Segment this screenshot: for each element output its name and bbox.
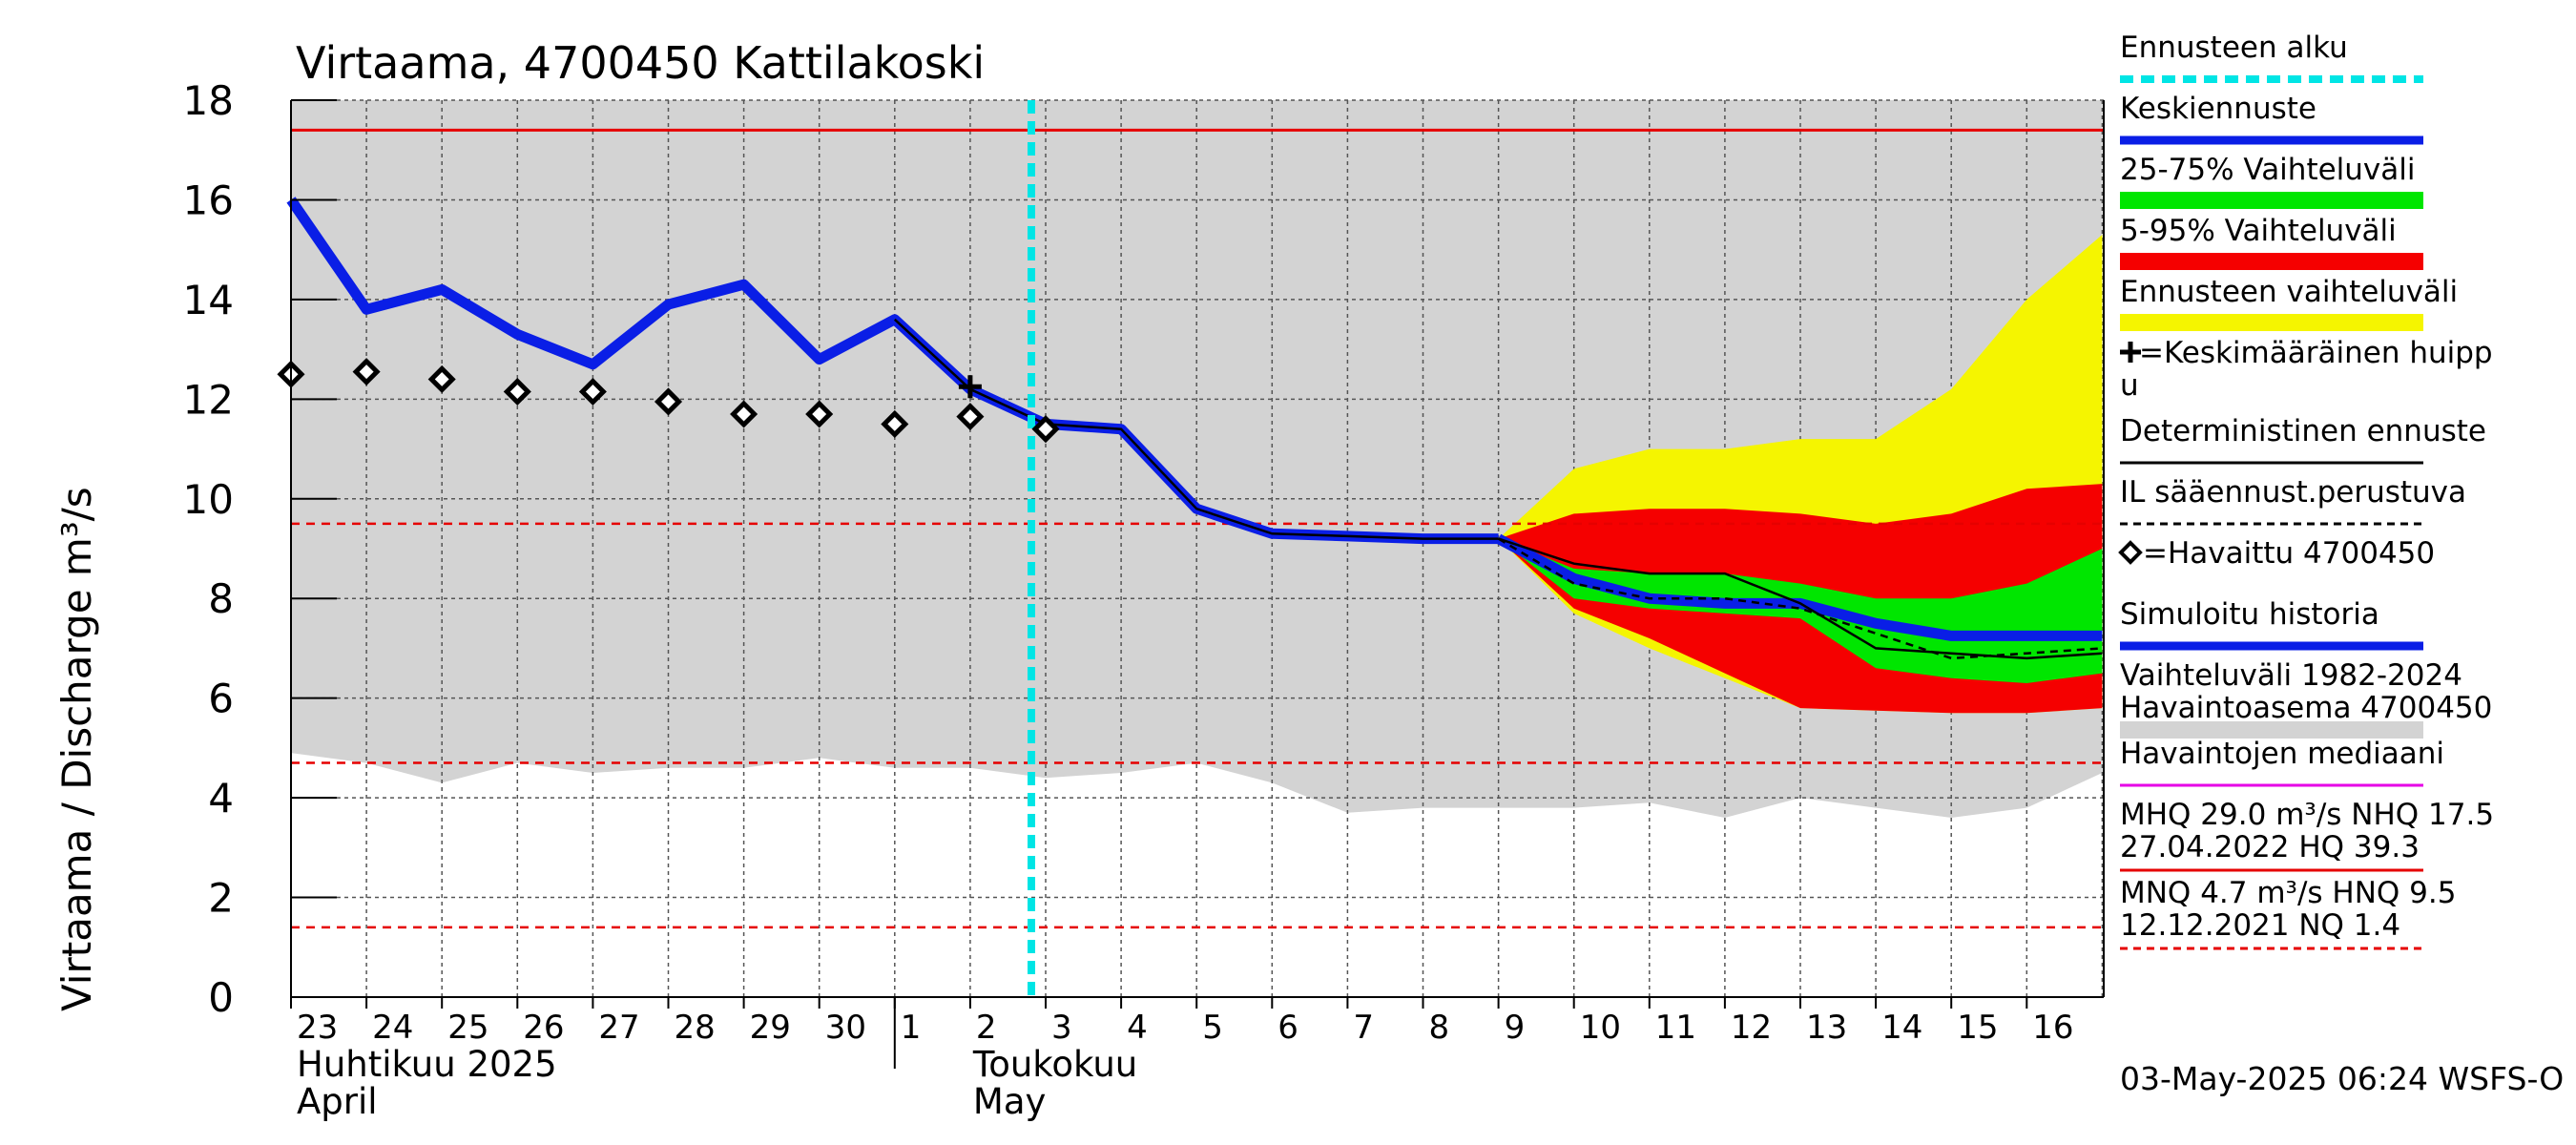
plot-area: [277, 99, 2104, 997]
x-tick-label: 14: [1881, 1009, 1922, 1047]
legend-label: Ennusteen alku: [2120, 31, 2348, 65]
x-tick-label: 15: [1957, 1009, 1998, 1047]
y-tick-label: 12: [183, 376, 234, 423]
x-tick-label: 1: [901, 1009, 922, 1047]
observed-point: [352, 358, 381, 386]
x-tick-label: 11: [1655, 1009, 1696, 1047]
observed-point: [805, 400, 834, 428]
x-tick-label: 4: [1127, 1009, 1148, 1047]
legend-swatch: [2120, 314, 2423, 331]
x-tick-label: 7: [1353, 1009, 1374, 1047]
legend-marker: [2118, 540, 2143, 565]
legend-label-line2: 12.12.2021 NQ 1.4: [2120, 908, 2400, 943]
legend-swatch: [2120, 721, 2423, 739]
observed-point: [881, 409, 909, 438]
il-forecast-line: [1497, 537, 2103, 660]
legend-label: Havaintojen mediaani: [2120, 737, 2444, 771]
average-peak-marker: [958, 375, 982, 399]
y-tick-label: 14: [183, 277, 234, 323]
x-tick-label: 3: [1051, 1009, 1072, 1047]
x-tick-label: 10: [1580, 1009, 1621, 1047]
observed-point: [730, 400, 758, 428]
month-label-april-en: April: [297, 1081, 378, 1122]
x-tick-label: 13: [1806, 1009, 1847, 1047]
deterministic-forecast-line: [1498, 537, 2103, 660]
observed-point: [654, 387, 683, 416]
observed-point: [503, 377, 531, 406]
x-tick-label: 25: [447, 1009, 488, 1047]
observed-point: [578, 377, 607, 406]
x-tick-label: 8: [1429, 1009, 1450, 1047]
y-tick-label: 2: [208, 875, 234, 922]
legend-label: =Havaittu 4700450: [2143, 536, 2435, 571]
legend-label-line2: u: [2120, 368, 2139, 403]
x-tick-label: 28: [675, 1009, 716, 1047]
month-label-may-en: May: [973, 1081, 1047, 1122]
legend-swatch: [2120, 192, 2423, 209]
x-tick-label: 6: [1278, 1009, 1298, 1047]
deterministic-history-line: [893, 318, 1499, 540]
observed-point: [1031, 415, 1060, 444]
observed-point: [427, 364, 456, 393]
y-tick-label: 18: [183, 77, 234, 124]
y-tick-label: 4: [208, 775, 234, 822]
legend-label: Ennusteen vaihteluväli: [2120, 275, 2458, 309]
legend-label: MNQ 4.7 m³/s HNQ 9.5: [2120, 876, 2456, 910]
y-tick-label: 0: [208, 974, 234, 1021]
x-tick-label: 26: [523, 1009, 564, 1047]
legend-label: Simuloitu historia: [2120, 597, 2379, 632]
legend-label: 5-95% Vaihteluväli: [2120, 214, 2397, 248]
y-tick-label: 16: [183, 177, 234, 223]
x-tick-label: 23: [297, 1009, 338, 1047]
legend-label-line2: 27.04.2022 HQ 39.3: [2120, 830, 2420, 864]
legend-label: Vaihteluväli 1982-2024: [2120, 658, 2462, 693]
x-tick-label: 16: [2032, 1009, 2073, 1047]
footer-timestamp: 03-May-2025 06:24 WSFS-O: [2120, 1060, 2564, 1097]
x-tick-label: 24: [372, 1009, 413, 1047]
x-tick-label: 5: [1202, 1009, 1223, 1047]
observed-point: [956, 403, 985, 431]
y-tick-label: 6: [208, 676, 234, 722]
legend-swatch: [2120, 253, 2423, 270]
y-axis-label: Virtaama / Discharge m³/s: [53, 487, 100, 1011]
y-tick-label: 8: [208, 575, 234, 622]
legend-label-line2: Havaintoasema 4700450: [2120, 691, 2492, 725]
x-tick-label: 9: [1505, 1009, 1526, 1047]
x-tick-label: 30: [825, 1009, 866, 1047]
legend-label: Keskiennuste: [2120, 92, 2316, 126]
month-label-april-fi: Huhtikuu 2025: [297, 1044, 557, 1085]
month-label-may-fi: Toukokuu: [972, 1044, 1137, 1085]
legend-label: 25-75% Vaihteluväli: [2120, 153, 2416, 187]
legend-label: MHQ 29.0 m³/s NHQ 17.5: [2120, 798, 2494, 832]
x-tick-label: 29: [750, 1009, 791, 1047]
legend-label: IL sääennust.perustuva: [2120, 475, 2466, 510]
legend-label: =Keskimääräinen huipp: [2139, 336, 2493, 370]
x-tick-label: 2: [976, 1009, 997, 1047]
chart-title: Virtaama, 4700450 Kattilakoski: [296, 37, 985, 89]
legend-marker: [2120, 342, 2141, 363]
x-tick-label: 27: [598, 1009, 639, 1047]
band-25-75: [1498, 538, 2103, 683]
y-tick-label: 10: [183, 476, 234, 523]
legend-label: Deterministinen ennuste: [2120, 414, 2486, 448]
x-tick-label: 12: [1731, 1009, 1772, 1047]
legend: Ennusteen alku Keskiennuste 25-75% Vaihtel…: [2118, 31, 2494, 950]
